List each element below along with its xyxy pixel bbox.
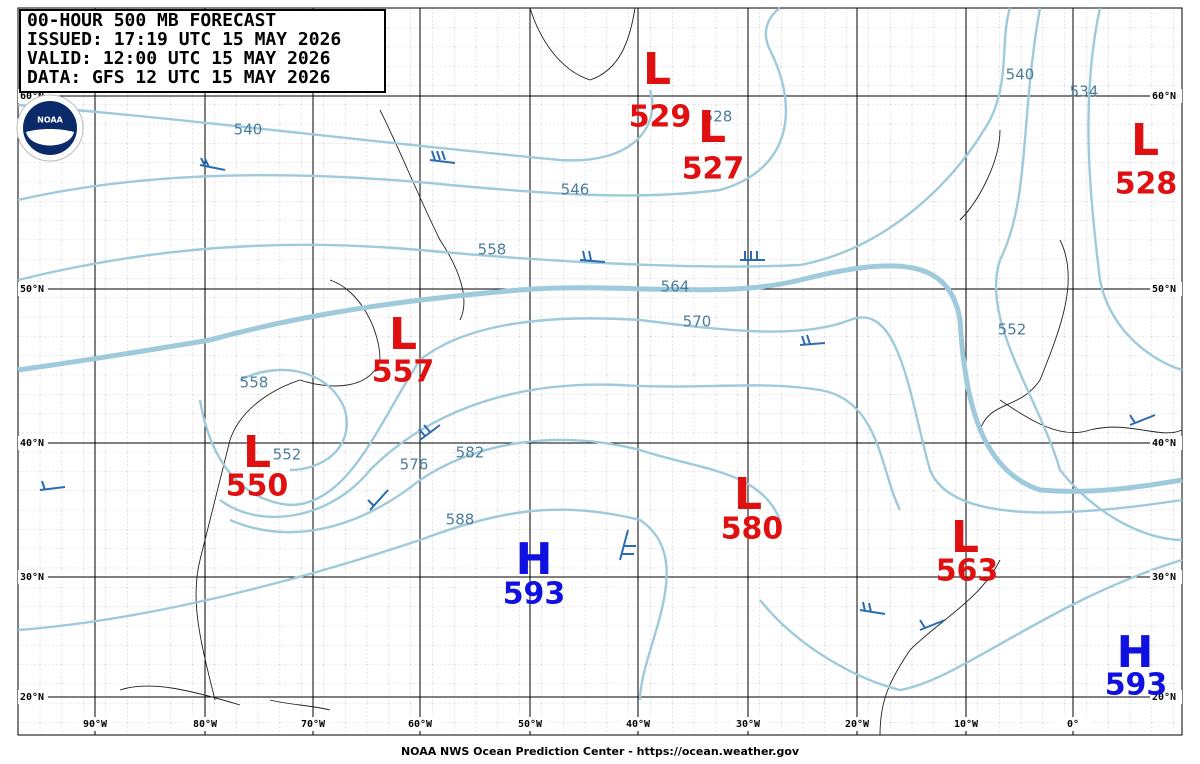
lon-label: 90°W xyxy=(83,719,108,730)
header-line: VALID: 12:00 UTC 15 MAY 2026 xyxy=(27,48,330,69)
lat-label-bg xyxy=(18,690,48,704)
map-frame xyxy=(17,7,1183,736)
lon-label-bg xyxy=(295,717,331,731)
contour-label: 540 xyxy=(234,121,263,139)
header-line: 00-HOUR 500 MB FORECAST xyxy=(27,10,276,31)
lat-label: 20°N xyxy=(20,692,44,703)
center-value: 580 xyxy=(721,512,784,547)
lat-label-bg xyxy=(1150,570,1182,584)
lat-label-bg xyxy=(18,570,48,584)
noaa-logo: NOAA xyxy=(16,94,84,162)
contour-label: 540 xyxy=(1006,66,1035,84)
center-value: 550 xyxy=(226,469,289,504)
lat-label: 30°N xyxy=(20,572,44,583)
center-value: 593 xyxy=(503,577,566,612)
center-symbol: L xyxy=(698,102,726,153)
lon-label-bg xyxy=(730,717,766,731)
lon-label-bg xyxy=(839,717,875,731)
contour-label: 552 xyxy=(998,321,1027,339)
contour-label: 546 xyxy=(561,181,590,199)
lat-label: 30°N xyxy=(1152,572,1176,583)
footer: NOAA NWS Ocean Prediction Center - https… xyxy=(401,745,800,758)
contour-label: 570 xyxy=(683,313,712,331)
center-symbol: H xyxy=(516,534,553,585)
labels: 60°N 60°N 50°N 50°N 40°N 40°N 30°N 30°N 20°N 20°N… xyxy=(18,44,1182,731)
center-symbol: L xyxy=(734,469,762,520)
coastlines xyxy=(119,7,1183,736)
lat-label: 50°N xyxy=(1152,284,1176,295)
center-symbol: L xyxy=(951,512,979,563)
lon-label-bg xyxy=(187,717,223,731)
center-value: 563 xyxy=(936,554,999,589)
center-value: 593 xyxy=(1105,668,1168,703)
lon-label: 10°W xyxy=(954,719,979,730)
wind-barbs xyxy=(39,150,1156,631)
lon-label-bg xyxy=(948,717,984,731)
center-value: 528 xyxy=(1115,167,1178,202)
center-symbol: L xyxy=(643,44,671,95)
header-box xyxy=(19,9,386,93)
lon-label-bg xyxy=(1055,717,1091,731)
contour-label: 582 xyxy=(456,444,485,462)
lon-label-bg xyxy=(512,717,548,731)
center-value: 529 xyxy=(629,100,692,135)
lat-label: 60°N xyxy=(1152,91,1176,102)
lon-label: 30°W xyxy=(736,719,761,730)
lat-label: 40°N xyxy=(20,438,44,449)
lon-label: 0° xyxy=(1067,719,1079,730)
lat-label: 20°N xyxy=(1152,692,1176,703)
lon-label: 70°W xyxy=(301,719,326,730)
lat-label-bg xyxy=(1150,436,1182,450)
contours xyxy=(17,7,1183,701)
lat-label: 60°N xyxy=(20,91,44,102)
contour-label: 528 xyxy=(704,108,733,126)
lat-label: 50°N xyxy=(20,284,44,295)
lat-label-bg xyxy=(1150,282,1182,296)
contour-label: 534 xyxy=(1070,83,1099,101)
center-symbol: L xyxy=(389,309,417,360)
contour-label: 552 xyxy=(273,446,302,464)
center-value: 527 xyxy=(682,152,745,187)
contour-label: 558 xyxy=(240,374,269,392)
center-symbol: L xyxy=(1131,115,1159,166)
lon-label: 60°W xyxy=(408,719,433,730)
lat-label-bg xyxy=(1150,690,1182,704)
lon-label-bg xyxy=(402,717,438,731)
header-line: ISSUED: 17:19 UTC 15 MAY 2026 xyxy=(27,29,341,50)
contour-label: 558 xyxy=(478,241,507,259)
contour-label: 588 xyxy=(446,511,475,529)
lat-label-bg xyxy=(18,282,48,296)
lon-label: 50°W xyxy=(518,719,543,730)
lon-label: 20°W xyxy=(845,719,870,730)
logo-text: NOAA xyxy=(37,116,63,125)
center-symbol: L xyxy=(243,427,271,478)
lon-label-bg xyxy=(77,717,113,731)
lat-label: 40°N xyxy=(1152,438,1176,449)
lat-label-bg xyxy=(1150,89,1182,103)
lon-label-bg xyxy=(620,717,656,731)
center-value: 557 xyxy=(372,355,435,390)
contour-label: 564 xyxy=(661,278,690,296)
center-symbol: H xyxy=(1117,627,1154,678)
lon-label: 40°W xyxy=(626,719,651,730)
lat-label-bg xyxy=(18,436,48,450)
header-line: DATA: GFS 12 UTC 15 MAY 2026 xyxy=(27,67,330,88)
contour-label: 576 xyxy=(400,456,429,474)
lon-label: 80°W xyxy=(193,719,218,730)
